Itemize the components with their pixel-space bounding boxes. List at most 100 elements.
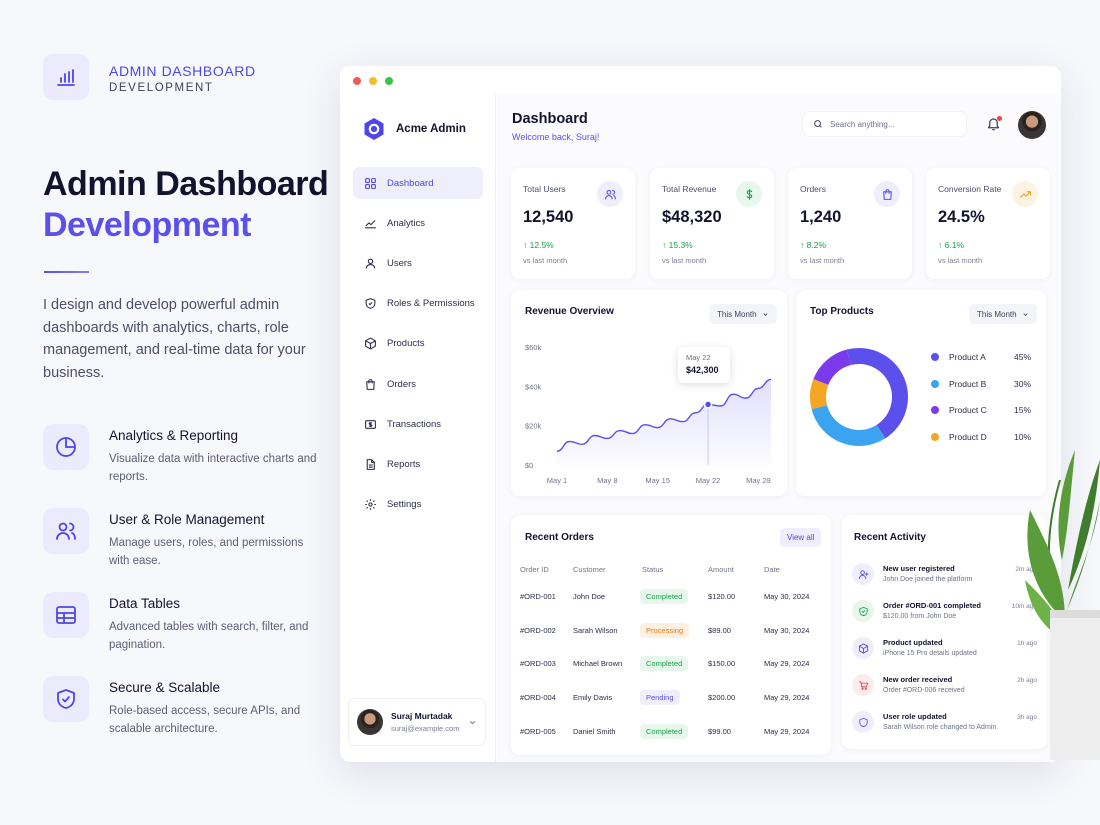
activity-item[interactable]: User role updated Sarah Wilson role chang… [852, 711, 1037, 747]
dropdown-label: This Month [717, 309, 757, 319]
legend-label: Product A [949, 352, 986, 362]
status-badge: Completed [640, 589, 689, 604]
sidebar-item-users[interactable]: Users [353, 247, 483, 279]
stat-icon [736, 181, 762, 207]
feature-description: Advanced tables with search, filter, and… [109, 621, 309, 652]
legend-item: Product B 30% [931, 379, 1031, 389]
table-row[interactable]: #ORD-001 John Doe Completed $120.00 May 30, … [511, 586, 831, 608]
x-tick-label: May 8 [597, 476, 617, 485]
sidebar: Acme Admin Dashboard Analytics Users Rol… [340, 94, 496, 762]
arrow-up-icon: ↑ [800, 240, 807, 250]
feature-analytics: Analytics & Reporting Visualize data wit… [43, 424, 333, 494]
stat-card: Conversion Rate 24.5% ↑ 6.1% vs last month [926, 168, 1050, 279]
table-row[interactable]: #ORD-004 Emily Davis Pending $200.00 May 29,… [511, 687, 831, 709]
y-tick-label: $60k [525, 343, 542, 352]
cart-icon [858, 680, 868, 690]
window-minimize-dot[interactable] [369, 77, 377, 85]
revenue-range-dropdown[interactable]: This Month [709, 304, 777, 324]
window-close-dot[interactable] [353, 77, 361, 85]
dropdown-label: This Month [977, 309, 1017, 319]
donut-slice[interactable] [811, 405, 886, 446]
stat-comparison: vs last month [938, 256, 983, 265]
legend-swatch [931, 432, 939, 441]
hexagon-logo-icon [364, 118, 384, 140]
shield-icon [858, 717, 868, 727]
trend-up-icon [1019, 190, 1031, 198]
donut-slice[interactable] [813, 349, 851, 385]
order-date: May 29, 2024 [764, 726, 810, 736]
activity-description: John Doe joined the platform [883, 576, 973, 583]
brand-subtitle: DEVELOPMENT [109, 82, 214, 94]
table-row[interactable]: #ORD-003 Michael Brown Completed $150.00 May… [511, 653, 831, 675]
activity-item[interactable]: New user registered John Doe joined the p… [852, 563, 1037, 599]
arrow-up-icon: ↑ [662, 240, 669, 250]
card-title: Recent Orders [525, 532, 594, 543]
table-header-cell: Date [764, 565, 780, 574]
chart-tooltip: May 22 $42,300 [678, 347, 730, 383]
avatar[interactable] [1018, 111, 1046, 139]
view-all-button[interactable]: View all [780, 528, 822, 547]
sidebar-item-label: Settings [387, 498, 422, 510]
feature-title: Secure & Scalable [109, 680, 221, 695]
order-id: #ORD-001 [520, 592, 556, 601]
sidebar-item-reports[interactable]: Reports [353, 448, 483, 480]
order-amount: $150.00 [708, 659, 736, 669]
sidebar-item-dashboard[interactable]: Dashboard [353, 167, 483, 199]
search-input[interactable]: Search anything... [802, 111, 967, 137]
feature-title: User & Role Management [109, 512, 265, 527]
activity-item[interactable]: Product updated iPhone 15 Pro details upd… [852, 637, 1037, 673]
sidebar-item-orders[interactable]: Orders [353, 368, 483, 400]
arrow-up-icon: ↑ [523, 240, 530, 250]
sidebar-item-label: Users [387, 257, 412, 269]
activity-time: 3h ago [1017, 714, 1037, 721]
sidebar-item-products[interactable]: Products [353, 327, 483, 359]
stat-change-value: 15.3% [668, 240, 693, 250]
order-id: #ORD-002 [520, 625, 556, 635]
sidebar-item-analytics[interactable]: Analytics [353, 207, 483, 239]
donut-slice[interactable] [810, 378, 829, 410]
chevron-down-icon [1023, 312, 1028, 316]
x-tick-label: May 22 [696, 476, 721, 485]
notification-dot [997, 116, 1002, 121]
top-products-donut [810, 348, 908, 446]
stat-icon [1012, 181, 1038, 207]
stat-comparison: vs last month [523, 256, 568, 265]
sidebar-item-roles[interactable]: Roles & Permissions [353, 287, 483, 319]
order-date: May 30, 2024 [764, 592, 810, 601]
table-row[interactable]: #ORD-005 Daniel Smith Completed $99.00 May 2… [511, 721, 831, 743]
stat-label: Orders [800, 184, 826, 194]
sidebar-item-label: Products [387, 337, 425, 349]
stat-card: Total Users 12,540 ↑ 12.5% vs last month [511, 168, 635, 279]
bell-icon[interactable] [986, 116, 1001, 132]
y-tick-label: $0 [525, 461, 533, 470]
products-range-dropdown[interactable]: This Month [969, 304, 1037, 324]
stat-change-value: 12.5% [529, 240, 554, 250]
feature-title: Data Tables [109, 596, 181, 611]
main-content: Dashboard Welcome back, Suraj! Search an… [497, 94, 1061, 762]
activity-description: Sarah Wilson role changed to Admin [883, 724, 997, 731]
box-icon [365, 337, 376, 349]
stat-label: Total Users [523, 184, 566, 194]
order-id: #ORD-005 [520, 726, 556, 736]
window-maximize-dot[interactable] [385, 77, 393, 85]
activity-time: 1h ago [1017, 640, 1037, 647]
status-badge: Processing [640, 622, 690, 638]
app-logo[interactable]: Acme Admin [363, 117, 466, 141]
donut-slice[interactable] [846, 348, 908, 439]
users-icon [604, 189, 616, 199]
recent-activity-card: Recent Activity New user registered John … [842, 515, 1047, 749]
hero-divider [44, 271, 89, 273]
x-tick-label: May 1 [547, 476, 567, 485]
grid-icon [365, 177, 376, 189]
y-tick-label: $20k [525, 422, 542, 431]
table-row[interactable]: #ORD-002 Sarah Wilson Processing $89.00 May … [511, 620, 831, 642]
activity-item[interactable]: New order received Order #ORD-006 receive… [852, 674, 1037, 710]
activity-item[interactable]: Order #ORD-001 completed $120.00 from Joh… [852, 600, 1037, 636]
user-profile-card[interactable]: Suraj Murtadak suraj@example.com [348, 698, 486, 746]
sidebar-item-settings[interactable]: Settings [353, 488, 483, 520]
sidebar-item-transactions[interactable]: Transactions [353, 408, 483, 440]
page-subtitle: Welcome back, Suraj! [512, 132, 600, 142]
chevron-down-icon [469, 720, 476, 724]
highlight-point[interactable] [703, 400, 713, 409]
activity-icon [852, 563, 874, 585]
